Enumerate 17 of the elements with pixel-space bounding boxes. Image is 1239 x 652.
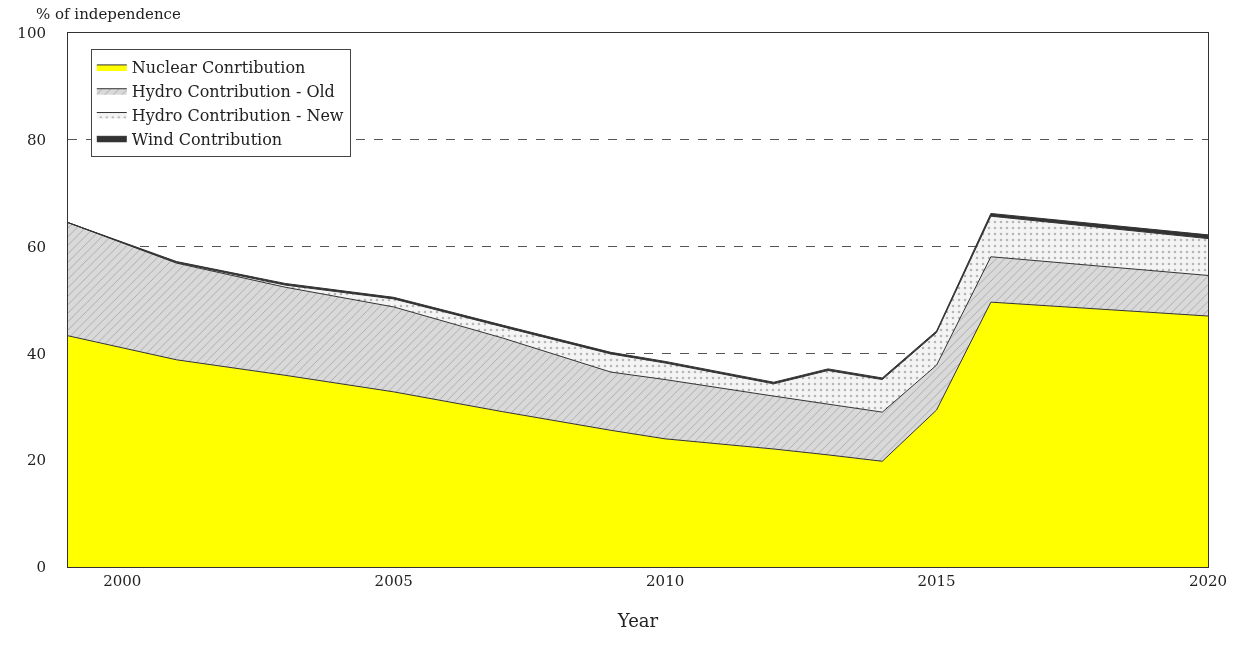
x-tick-label: 2015 bbox=[917, 572, 956, 590]
legend-label: Hydro Contribution - New bbox=[131, 105, 344, 125]
y-tick-label: 80 bbox=[26, 131, 46, 150]
y-tick-label: 20 bbox=[26, 451, 46, 470]
x-axis-title: Year bbox=[616, 610, 659, 632]
x-tick-label: 2020 bbox=[1188, 572, 1228, 590]
x-tick-label: 2000 bbox=[103, 572, 142, 590]
legend-label: Nuclear Conrtibution bbox=[131, 58, 306, 78]
y-axis-title: % of independence bbox=[36, 5, 181, 23]
x-tick-label: 2005 bbox=[374, 572, 413, 590]
legend-label: Hydro Contribution - Old bbox=[131, 81, 335, 101]
y-tick-label: 100 bbox=[17, 24, 46, 43]
y-tick-label: 40 bbox=[26, 344, 46, 363]
x-tick-label: 2010 bbox=[646, 572, 685, 590]
y-tick-label: 0 bbox=[36, 558, 46, 577]
legend-label: Wind Contribution bbox=[131, 129, 283, 149]
y-tick-label: 60 bbox=[26, 237, 46, 256]
